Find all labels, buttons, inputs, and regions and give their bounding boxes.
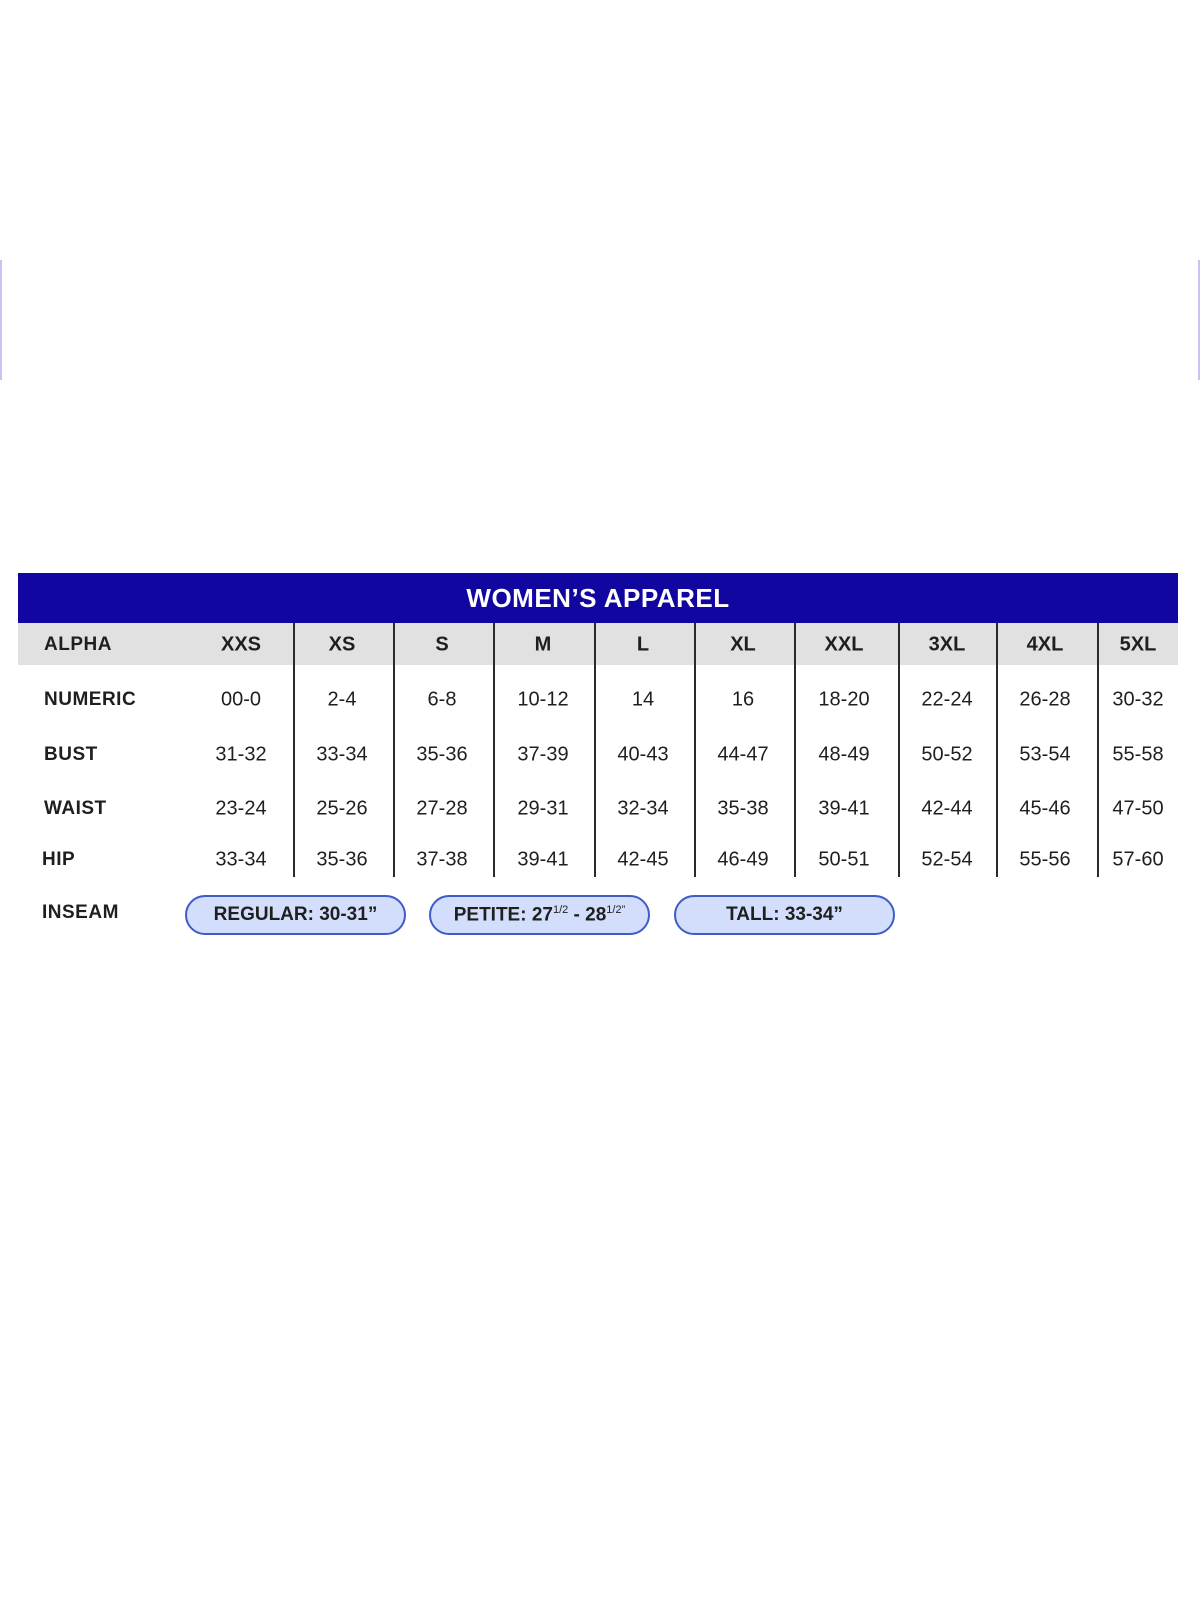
petite-fraction-1: 1/2 — [552, 903, 569, 916]
table-cell: 52-54 — [921, 848, 973, 871]
table-cell: 2-4 — [327, 688, 357, 711]
petite-prefix: PETITE: 27 — [453, 904, 553, 926]
row-label: WAIST — [44, 798, 107, 819]
table-cell: 37-39 — [517, 743, 569, 766]
column-divider — [898, 623, 900, 877]
edge-mark-right — [1198, 260, 1200, 380]
inseam-label: INSEAM — [42, 902, 119, 923]
table-cell: 6-8 — [427, 688, 457, 711]
table-cell: 55-58 — [1112, 743, 1164, 766]
table-cell: 00-0 — [220, 688, 262, 711]
column-divider — [1097, 623, 1099, 877]
table-cell: 35-36 — [416, 743, 468, 766]
table-cell: 53-54 — [1019, 743, 1071, 766]
column-divider — [293, 623, 295, 877]
column-divider — [794, 623, 796, 877]
table-cell: M — [534, 633, 552, 656]
table-cell: XXS — [220, 633, 262, 656]
table-cell: XS — [328, 633, 356, 656]
table-cell: 35-38 — [717, 797, 769, 820]
inseam-tall-text: TALL: 33-34” — [726, 904, 843, 925]
petite-mid: - 28 — [568, 904, 607, 926]
inseam-tall-pill: TALL: 33-34” — [674, 895, 895, 935]
table-cell: 42-44 — [921, 797, 973, 820]
table-cell: 27-28 — [416, 797, 468, 820]
table-cell: 47-50 — [1112, 797, 1164, 820]
table-cell: 55-56 — [1019, 848, 1071, 871]
table-cell: 50-51 — [818, 848, 870, 871]
alpha-row-background — [18, 623, 1178, 665]
row-label: ALPHA — [44, 634, 112, 655]
table-cell: 10-12 — [517, 688, 569, 711]
inseam-petite-pill: PETITE: 271/2 - 281/2” — [429, 895, 650, 935]
table-cell: 48-49 — [818, 743, 870, 766]
table-cell: 3XL — [928, 633, 966, 656]
table-cell: 30-32 — [1112, 688, 1164, 711]
table-cell: 16 — [731, 688, 755, 711]
table-cell: XL — [730, 633, 756, 656]
column-divider — [996, 623, 998, 877]
table-cell: L — [636, 633, 650, 656]
table-cell: 4XL — [1026, 633, 1064, 656]
inseam-regular-text: REGULAR: 30-31” — [213, 904, 378, 925]
row-label: HIP — [42, 849, 76, 870]
table-cell: 37-38 — [416, 848, 468, 871]
inseam-petite-text: PETITE: 271/2 - 281/2” — [454, 904, 626, 926]
table-cell: 25-26 — [316, 797, 368, 820]
row-label: BUST — [44, 744, 98, 765]
table-cell: 39-41 — [517, 848, 569, 871]
table-cell: 18-20 — [818, 688, 870, 711]
column-divider — [493, 623, 495, 877]
table-cell: 42-45 — [617, 848, 669, 871]
table-cell: 33-34 — [215, 848, 267, 871]
column-divider — [694, 623, 696, 877]
edge-mark-left — [0, 260, 2, 380]
table-cell: 33-34 — [316, 743, 368, 766]
table-cell: 23-24 — [215, 797, 267, 820]
table-cell: XXL — [824, 633, 864, 656]
column-divider — [594, 623, 596, 877]
inseam-regular-pill: REGULAR: 30-31” — [185, 895, 406, 935]
table-cell: 5XL — [1119, 633, 1157, 656]
table-cell: 57-60 — [1112, 848, 1164, 871]
table-cell: 22-24 — [921, 688, 973, 711]
table-cell: 44-47 — [717, 743, 769, 766]
table-cell: 14 — [631, 688, 655, 711]
table-cell: 40-43 — [617, 743, 669, 766]
table-cell: 45-46 — [1019, 797, 1071, 820]
table-cell: 29-31 — [517, 797, 569, 820]
table-cell: 46-49 — [717, 848, 769, 871]
table-cell: 32-34 — [617, 797, 669, 820]
table-cell: 35-36 — [316, 848, 368, 871]
petite-fraction-2: 1/2” — [606, 903, 626, 916]
table-cell: 31-32 — [215, 743, 267, 766]
table-cell: S — [435, 633, 449, 656]
table-cell: 50-52 — [921, 743, 973, 766]
table-cell: 39-41 — [818, 797, 870, 820]
column-divider — [393, 623, 395, 877]
table-cell: 26-28 — [1019, 688, 1071, 711]
row-label: NUMERIC — [44, 689, 137, 710]
table-title: WOMEN’S APPAREL — [18, 573, 1178, 623]
